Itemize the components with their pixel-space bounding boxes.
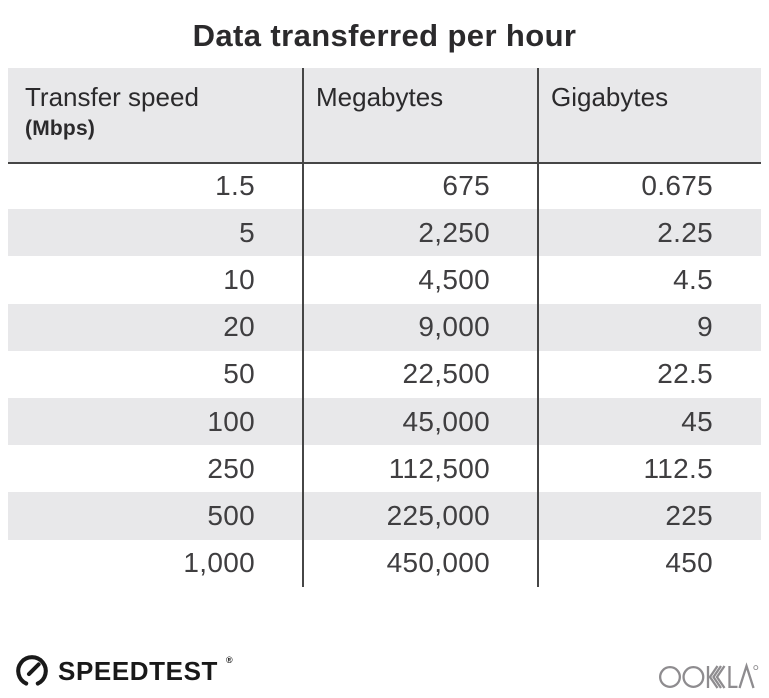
table-row: 100 45,000 45 xyxy=(8,397,761,446)
table-row: 5 2,250 2.25 xyxy=(8,209,761,257)
header-gigabytes: Gigabytes xyxy=(551,82,669,112)
header-transfer-speed-label: Transfer speed xyxy=(25,82,199,112)
ookla-wordmark-icon xyxy=(658,662,759,689)
cell-speed: 100 xyxy=(207,405,255,437)
cell-megabytes: 2,250 xyxy=(418,216,490,248)
ookla-logo xyxy=(658,661,759,693)
table-header-row: Transfer speed (Mbps) Megabytes Gigabyte… xyxy=(8,68,761,162)
cell-megabytes: 45,000 xyxy=(402,405,490,437)
cell-gigabytes: 9 xyxy=(697,311,713,343)
cell-gigabytes: 2.25 xyxy=(657,216,713,248)
speedtest-registered-mark: ® xyxy=(226,655,233,665)
table-row: 250 112,500 112.5 xyxy=(8,445,761,492)
table-row: 10 4,500 4.5 xyxy=(8,256,761,303)
page-title: Data transferred per hour xyxy=(192,18,577,53)
cell-speed: 5 xyxy=(239,216,255,248)
cell-megabytes: 4,500 xyxy=(418,263,490,295)
cell-gigabytes: 450 xyxy=(665,547,713,579)
column-divider xyxy=(537,68,539,587)
cell-megabytes: 112,500 xyxy=(388,452,490,484)
table-row: 1.5 675 0.675 xyxy=(8,162,761,209)
table-row: 50 22,500 22.5 xyxy=(8,351,761,398)
cell-megabytes: 22,500 xyxy=(402,358,490,390)
table-row: 500 225,000 225 xyxy=(8,492,761,540)
cell-gigabytes: 225 xyxy=(665,499,713,531)
table-row: 20 9,000 9 xyxy=(8,303,761,351)
cell-megabytes: 225,000 xyxy=(386,499,490,531)
speedtest-gauge-icon xyxy=(16,655,48,686)
header-megabytes: Megabytes xyxy=(316,82,444,112)
speedtest-logo: SPEEDTEST ® xyxy=(13,652,233,690)
cell-gigabytes: 0.675 xyxy=(641,169,713,201)
cell-speed: 1,000 xyxy=(183,547,255,579)
column-divider xyxy=(302,68,304,587)
table-body: 1.5 675 0.675 5 2,250 2.25 10 4,500 4.5 … xyxy=(8,162,761,587)
cell-megabytes: 9,000 xyxy=(418,311,490,343)
cell-gigabytes: 4.5 xyxy=(673,263,713,295)
cell-gigabytes: 45 xyxy=(681,405,713,437)
cell-megabytes: 450,000 xyxy=(386,547,490,579)
speedtest-wordmark: SPEEDTEST xyxy=(58,655,218,686)
cell-speed: 20 xyxy=(223,311,255,343)
cell-speed: 250 xyxy=(207,452,255,484)
cell-speed: 1.5 xyxy=(215,169,255,201)
table-row: 1,000 450,000 450 xyxy=(8,540,761,587)
data-table: Transfer speed (Mbps) Megabytes Gigabyte… xyxy=(8,68,761,587)
cell-gigabytes: 112.5 xyxy=(643,452,713,484)
cell-speed: 500 xyxy=(207,499,255,531)
cell-gigabytes: 22.5 xyxy=(657,358,713,390)
cell-speed: 50 xyxy=(223,358,255,390)
header-underline-divider xyxy=(8,162,761,164)
cell-speed: 10 xyxy=(223,263,255,295)
header-transfer-speed: Transfer speed (Mbps) xyxy=(8,68,303,162)
cell-megabytes: 675 xyxy=(442,169,490,201)
header-mbps-unit: (Mbps) xyxy=(25,116,96,140)
